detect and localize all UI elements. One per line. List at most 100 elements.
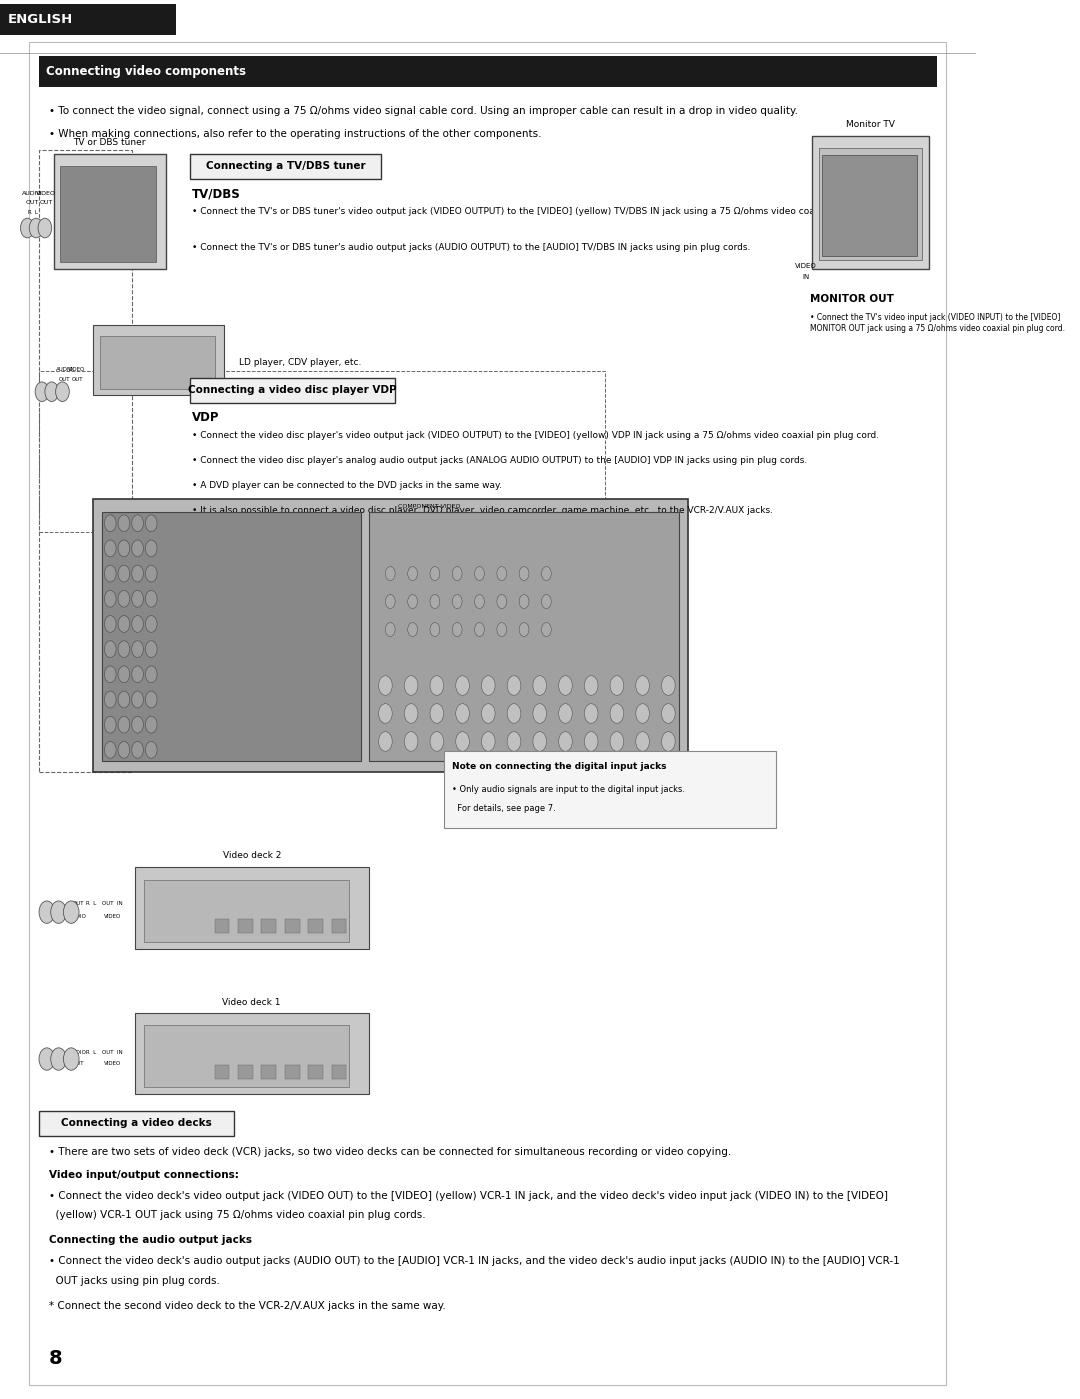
- Text: OUT: OUT: [39, 200, 53, 206]
- Text: MONITOR OUT: MONITOR OUT: [810, 294, 893, 304]
- Text: VIDEO: VIDEO: [36, 190, 56, 196]
- Circle shape: [29, 218, 43, 238]
- FancyBboxPatch shape: [368, 512, 679, 761]
- Circle shape: [532, 732, 546, 751]
- Text: • Connect the TV's video input jack (VIDEO INPUT) to the [VIDEO] MONITOR OUT jac: • Connect the TV's video input jack (VID…: [810, 313, 1065, 333]
- FancyBboxPatch shape: [215, 1065, 229, 1079]
- Circle shape: [132, 666, 144, 683]
- Circle shape: [64, 901, 79, 923]
- Circle shape: [407, 623, 418, 637]
- Circle shape: [132, 616, 144, 632]
- FancyBboxPatch shape: [103, 512, 361, 761]
- Circle shape: [105, 716, 117, 733]
- Circle shape: [456, 704, 470, 723]
- Circle shape: [474, 567, 484, 581]
- Circle shape: [105, 515, 117, 532]
- Circle shape: [146, 515, 157, 532]
- Circle shape: [453, 567, 462, 581]
- FancyBboxPatch shape: [135, 867, 368, 949]
- Circle shape: [497, 567, 507, 581]
- FancyBboxPatch shape: [238, 919, 253, 933]
- Text: TV/DBS: TV/DBS: [192, 187, 241, 200]
- Circle shape: [132, 691, 144, 708]
- Circle shape: [541, 623, 551, 637]
- Circle shape: [519, 567, 529, 581]
- Circle shape: [105, 616, 117, 632]
- FancyBboxPatch shape: [190, 378, 395, 403]
- FancyBboxPatch shape: [99, 336, 215, 389]
- Circle shape: [146, 666, 157, 683]
- Circle shape: [379, 704, 392, 723]
- Text: VIDEO: VIDEO: [68, 367, 85, 372]
- Circle shape: [541, 595, 551, 609]
- Text: TV or DBS tuner: TV or DBS tuner: [73, 139, 146, 147]
- Circle shape: [105, 741, 117, 758]
- Text: Monitor TV: Monitor TV: [846, 120, 894, 129]
- Text: • A DVD player can be connected to the DVD jacks in the same way.: • A DVD player can be connected to the D…: [192, 481, 502, 490]
- Circle shape: [404, 676, 418, 695]
- Text: 8: 8: [49, 1349, 63, 1368]
- Text: • When making connections, also refer to the operating instructions of the other: • When making connections, also refer to…: [49, 129, 541, 139]
- FancyBboxPatch shape: [215, 919, 229, 933]
- Circle shape: [39, 901, 55, 923]
- Circle shape: [508, 732, 521, 751]
- FancyBboxPatch shape: [93, 325, 225, 395]
- Circle shape: [610, 732, 624, 751]
- Text: • It is also possible to connect a video disc player, DVD player, video camcorde: • It is also possible to connect a video…: [192, 506, 773, 515]
- Circle shape: [519, 595, 529, 609]
- FancyBboxPatch shape: [285, 919, 299, 933]
- Circle shape: [105, 540, 117, 557]
- Circle shape: [132, 716, 144, 733]
- Circle shape: [610, 704, 624, 723]
- Text: IN: IN: [802, 274, 810, 280]
- Circle shape: [379, 732, 392, 751]
- Circle shape: [38, 218, 52, 238]
- FancyBboxPatch shape: [308, 919, 323, 933]
- Text: AUDIO: AUDIO: [22, 190, 42, 196]
- Text: OUT  IN: OUT IN: [102, 901, 122, 907]
- Text: OUT: OUT: [26, 200, 39, 206]
- Circle shape: [118, 666, 130, 683]
- Text: (yellow) VCR-1 OUT jack using 75 Ω/ohms video coaxial pin plug cords.: (yellow) VCR-1 OUT jack using 75 Ω/ohms …: [49, 1210, 426, 1220]
- Circle shape: [105, 590, 117, 607]
- Circle shape: [105, 691, 117, 708]
- Circle shape: [386, 567, 395, 581]
- Circle shape: [636, 676, 649, 695]
- Circle shape: [132, 540, 144, 557]
- Circle shape: [21, 218, 35, 238]
- Text: OUT: OUT: [71, 376, 83, 382]
- Circle shape: [386, 595, 395, 609]
- Circle shape: [541, 567, 551, 581]
- Circle shape: [407, 567, 418, 581]
- Text: LD player, CDV player, etc.: LD player, CDV player, etc.: [239, 358, 362, 367]
- Circle shape: [474, 595, 484, 609]
- Text: COMPONENT VIDEO: COMPONENT VIDEO: [399, 504, 460, 509]
- Text: Connecting a TV/DBS tuner: Connecting a TV/DBS tuner: [205, 161, 365, 172]
- Text: AUDIO: AUDIO: [69, 914, 87, 919]
- Circle shape: [118, 641, 130, 658]
- Text: • Connect the TV's or DBS tuner's video output jack (VIDEO OUTPUT) to the [VIDEO: • Connect the TV's or DBS tuner's video …: [192, 207, 896, 215]
- Circle shape: [146, 741, 157, 758]
- Circle shape: [474, 623, 484, 637]
- Text: R  L: R L: [85, 1049, 96, 1055]
- Circle shape: [610, 676, 624, 695]
- Text: AUDIO: AUDIO: [55, 367, 73, 372]
- Text: VIDEO: VIDEO: [795, 263, 816, 269]
- Circle shape: [118, 565, 130, 582]
- Circle shape: [430, 704, 444, 723]
- Circle shape: [118, 540, 130, 557]
- FancyBboxPatch shape: [0, 4, 176, 35]
- Circle shape: [497, 623, 507, 637]
- Circle shape: [662, 704, 675, 723]
- Text: VDP: VDP: [192, 411, 219, 424]
- Text: ENGLISH: ENGLISH: [8, 13, 73, 27]
- Text: • Only audio signals are input to the digital input jacks.: • Only audio signals are input to the di…: [451, 785, 685, 793]
- Text: OUT: OUT: [58, 376, 70, 382]
- Circle shape: [482, 732, 495, 751]
- FancyBboxPatch shape: [332, 919, 347, 933]
- Circle shape: [105, 641, 117, 658]
- Circle shape: [430, 623, 440, 637]
- Circle shape: [584, 676, 598, 695]
- FancyBboxPatch shape: [332, 1065, 347, 1079]
- Circle shape: [146, 540, 157, 557]
